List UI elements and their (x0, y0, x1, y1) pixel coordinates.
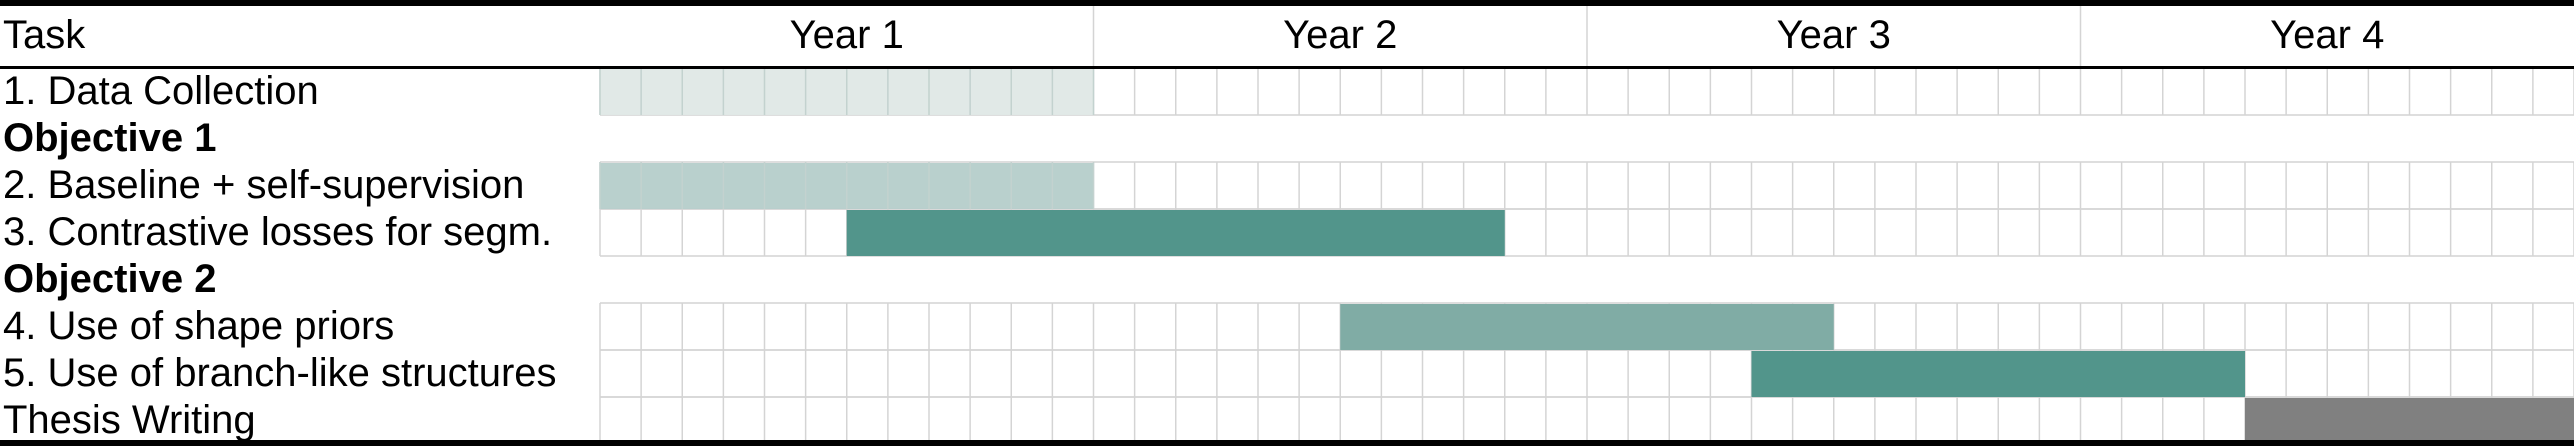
task-label: 3. Contrastive losses for segm. (3, 210, 552, 254)
section-label: Objective 2 (3, 257, 216, 301)
task-bar (1751, 351, 2245, 397)
bottom-border (0, 440, 2574, 446)
header-year: Year 2 (1283, 13, 1397, 57)
header-year: Year 4 (2270, 13, 2384, 57)
header-task: Task (3, 13, 86, 57)
task-bar (2245, 398, 2574, 444)
top-border (0, 0, 2574, 6)
task-label: 5. Use of branch-like structures (3, 351, 557, 395)
task-bar (1340, 304, 1834, 350)
header-rule (0, 66, 2574, 69)
task-label: Thesis Writing (3, 398, 256, 442)
task-label: 1. Data Collection (3, 69, 319, 113)
section-label: Objective 1 (3, 116, 216, 160)
task-bar (846, 210, 1505, 256)
header-year: Year 3 (1777, 13, 1891, 57)
header-year: Year 1 (790, 13, 904, 57)
task-label: 2. Baseline + self-supervision (3, 163, 524, 207)
task-label: 4. Use of shape priors (3, 304, 394, 348)
